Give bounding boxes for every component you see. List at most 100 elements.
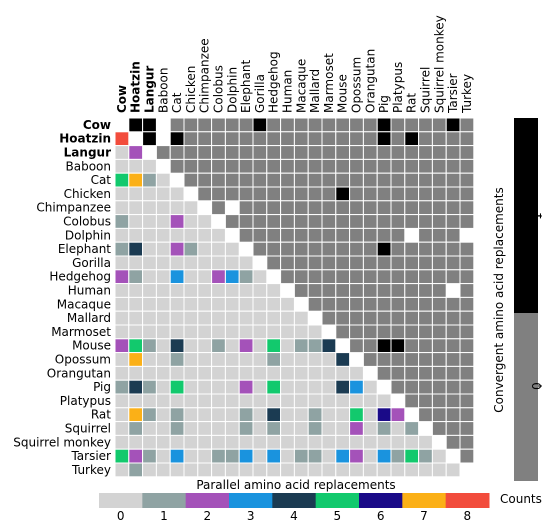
matrix-cell-hoatzin-pig [376, 131, 392, 147]
parallel-tick-0: 0 [117, 509, 125, 523]
matrix-cell-squirrel-monkey-dolphin [224, 434, 240, 450]
matrix-cell-squirrel-mallard [307, 421, 323, 436]
matrix-cell-langur-chicken [183, 145, 199, 160]
matrix-cell-langur-squirrel [418, 145, 433, 160]
matrix-cell-platypus-colobus [211, 393, 226, 409]
matrix-cell-hedgehog-baboon [155, 269, 171, 285]
matrix-cell-tarsier-cow [114, 448, 130, 464]
matrix-cell-colobus-opossum [349, 214, 364, 229]
matrix-cell-mouse-squirrel [418, 338, 433, 354]
matrix-cell-orangutan-human [280, 365, 295, 381]
matrix-cell-dolphin-chicken [183, 227, 199, 243]
matrix-cell-platypus-gorilla [252, 393, 268, 409]
col-label-gorilla: Gorilla [253, 74, 267, 113]
matrix-cell-cat-platypus [390, 172, 406, 188]
matrix-cell-orangutan-chimpanzee [197, 365, 213, 381]
col-label-tarsier: Tarsier [446, 73, 460, 114]
matrix-cell-dolphin-hoatzin [128, 227, 144, 243]
matrix-cell-cat-turkey [459, 172, 475, 188]
matrix-cell-colobus-marmoset [321, 214, 337, 229]
matrix-cell-tarsier-dolphin [224, 448, 240, 464]
matrix-cell-hedgehog-chimpanzee [197, 269, 213, 285]
matrix-cell-mouse-langur [142, 338, 157, 354]
matrix-cell-mouse-opossum [349, 338, 364, 354]
row-label-rat: Rat [91, 408, 111, 422]
matrix-cell-squirrel-monkey-opossum [349, 434, 364, 450]
matrix-cell-dolphin-gorilla [252, 227, 268, 243]
parallel-colorbar-segment-3 [229, 493, 273, 508]
parallel-label: Parallel amino acid replacements [196, 478, 395, 492]
colorbar-segment-0 [514, 313, 538, 481]
matrix-cell-baboon-human [280, 158, 295, 174]
parallel-colorbar-segment-1 [142, 493, 187, 508]
matrix-cell-gorilla-mouse [335, 255, 351, 271]
colorbar-segment-1 [514, 118, 538, 313]
matrix-cell-dolphin-pig [376, 227, 392, 243]
matrix-cell-langur-elephant [238, 145, 254, 160]
matrix-cell-colobus-squirrel-monkey [431, 214, 447, 229]
matrix-cell-cow-human [280, 117, 295, 133]
matrix-cell-mallard-cat [169, 310, 185, 326]
matrix-cell-human-marmoset [321, 283, 337, 298]
matrix-cell-hoatzin-langur [142, 131, 157, 147]
matrix-cell-rat-human [280, 407, 295, 423]
matrix-cell-pig-dolphin [224, 379, 240, 395]
matrix-cell-baboon-macaque [293, 158, 309, 174]
matrix-cell-squirrel-chicken [183, 421, 199, 436]
matrix-cell-tarsier-opossum [349, 448, 364, 464]
matrix-cell-cow-hoatzin [128, 117, 144, 133]
matrix-cell-mouse-pig [376, 338, 392, 354]
matrix-cell-squirrel-squirrel-monkey [431, 421, 447, 436]
matrix-cell-mouse-tarsier [445, 338, 461, 354]
matrix-cell-platypus-cow [114, 393, 130, 409]
matrix-cell-squirrel-langur [142, 421, 157, 436]
matrix-cell-tarsier-elephant [238, 448, 254, 464]
matrix-cell-rat-squirrel [418, 407, 433, 423]
row-label-squirrel: Squirrel [65, 422, 111, 436]
matrix-cell-chicken-mallard [307, 186, 323, 202]
matrix-cell-chimpanzee-pig [376, 200, 392, 216]
col-label-chicken: Chicken [184, 66, 198, 113]
matrix-cell-squirrel-tarsier [445, 421, 461, 436]
matrix-cell-tarsier-hoatzin [128, 448, 144, 464]
matrix-cell-macaque-pig [376, 296, 392, 312]
matrix-cell-baboon-squirrel-monkey [431, 158, 447, 174]
matrix-cell-cow-gorilla [252, 117, 268, 133]
parallel-tick-5: 5 [334, 509, 342, 523]
matrix-cell-colobus-orangutan [362, 214, 378, 229]
matrix-cell-baboon-marmoset [321, 158, 337, 174]
matrix-cell-turkey-baboon [155, 462, 171, 478]
matrix-cell-gorilla-colobus [211, 255, 226, 271]
matrix-cell-colobus-chimpanzee [197, 214, 213, 229]
matrix-cell-opossum-tarsier [445, 352, 461, 367]
matrix-cell-squirrel-turkey [459, 421, 475, 436]
matrix-cell-opossum-baboon [155, 352, 171, 367]
matrix-cell-hoatzin-elephant [238, 131, 254, 147]
matrix-cell-mouse-colobus [211, 338, 226, 354]
matrix-cell-hoatzin-human [280, 131, 295, 147]
parallel-tick-1: 1 [160, 509, 168, 523]
matrix-cell-chimpanzee-elephant [238, 200, 254, 216]
matrix-cell-rat-mouse [335, 407, 351, 423]
matrix-cell-hedgehog-cow [114, 269, 130, 285]
matrix-cell-marmoset-baboon [155, 324, 171, 340]
matrix-cell-cow-platypus [390, 117, 406, 133]
parallel-colorbar-segment-2 [185, 493, 230, 508]
matrix-cell-squirrel-human [280, 421, 295, 436]
matrix-cell-cow-tarsier [445, 117, 461, 133]
matrix-cell-marmoset-platypus [390, 324, 406, 340]
matrix-cell-marmoset-elephant [238, 324, 254, 340]
matrix-cell-turkey-marmoset [321, 462, 337, 478]
parallel-tick-6: 6 [377, 509, 385, 523]
matrix-cell-colobus-dolphin [224, 214, 240, 229]
matrix-cell-hoatzin-hedgehog [266, 131, 282, 147]
matrix-cell-gorilla-elephant [238, 255, 254, 271]
matrix-cell-macaque-turkey [459, 296, 475, 312]
col-label-rat: Rat [405, 93, 419, 113]
matrix-cell-cow-langur [142, 117, 157, 133]
matrix-cell-hoatzin-tarsier [445, 131, 461, 147]
matrix-cell-langur-tarsier [445, 145, 461, 160]
matrix-cell-rat-hoatzin [128, 407, 144, 423]
convergent-label: Convergent amino acid replacements [492, 187, 506, 413]
